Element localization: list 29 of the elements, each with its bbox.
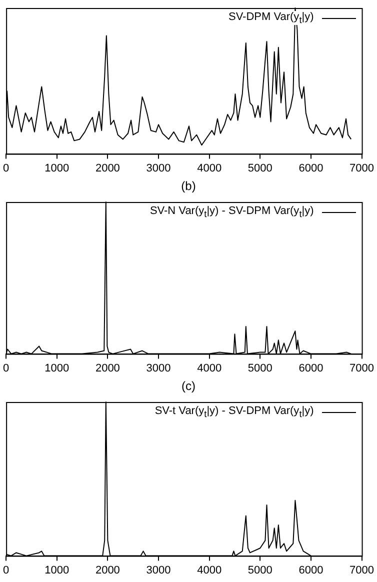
x-tick-label: 0: [2, 162, 10, 174]
x-tick-label: 1000: [44, 564, 70, 576]
x-tick-label: 7000: [350, 362, 374, 374]
legend-label: SV-t Var(y$_{t}$|y) - SV-DPM Var(y$_{t}$|y): [154, 405, 314, 420]
x-tick-label: 3000: [146, 162, 171, 174]
x-tick-label: 0: [2, 564, 10, 576]
x-tick-label: 3000: [146, 362, 171, 374]
x-tick-label: 3000: [146, 564, 171, 576]
x-tick-label: 6000: [298, 564, 324, 576]
x-tick-label: 5000: [248, 564, 272, 576]
chart-title: (c): [180, 378, 196, 394]
x-tick-label: 2000: [95, 162, 120, 174]
x-tick-label: 4000: [197, 564, 222, 576]
legend-label: SV-N Var(y$_{t}$|y) - SV-DPM Var(y$_{t}$|y): [150, 205, 314, 220]
x-tick-label: 2000: [95, 362, 120, 374]
x-tick-label: 0: [2, 362, 10, 374]
x-tick-label: 7000: [350, 564, 374, 576]
x-tick-label: 4000: [197, 362, 222, 374]
x-tick-label: 2000: [95, 564, 120, 576]
x-tick-label: 5000: [248, 362, 272, 374]
x-tick-label: 5000: [248, 162, 272, 174]
x-tick-label: 4000: [197, 162, 222, 174]
chart-title: (b): [180, 178, 197, 194]
legend-label: SV-DPM Var(y$_{t}$|y): [228, 11, 314, 26]
x-tick-label: 1000: [44, 362, 70, 374]
x-tick-label: 6000: [298, 162, 324, 174]
x-tick-label: 7000: [350, 162, 374, 174]
x-tick-label: 1000: [44, 162, 70, 174]
x-tick-label: 6000: [298, 362, 324, 374]
